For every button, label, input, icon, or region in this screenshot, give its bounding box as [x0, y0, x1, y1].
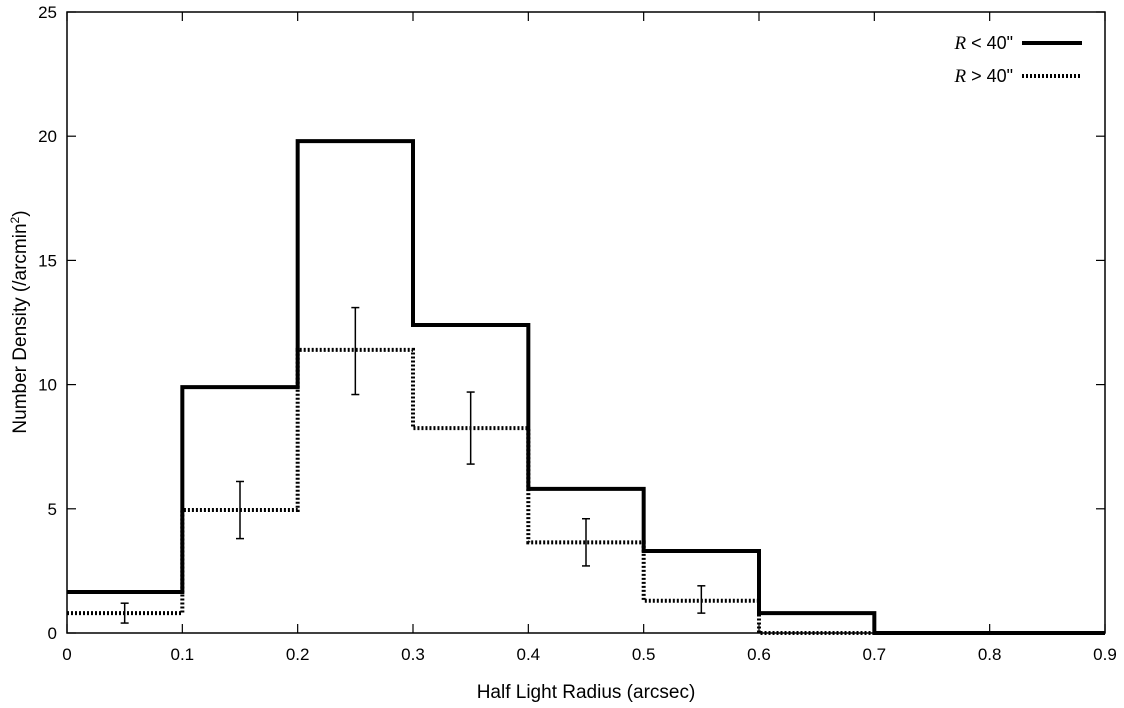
x-tick-label: 0.4	[517, 645, 541, 664]
x-tick-label: 0.1	[171, 645, 195, 664]
error-bar-2	[351, 306, 360, 396]
y-tick-labels: 0 5 10 15 20 25	[38, 3, 57, 643]
x-tick-label: 0.3	[401, 645, 425, 664]
x-tick-label: 0.8	[978, 645, 1002, 664]
x-axis-label: Half Light Radius (arcsec)	[477, 682, 696, 703]
y-tick-label: 20	[38, 127, 57, 146]
legend-entry-outer-rest: > 40"	[966, 66, 1013, 86]
x-tick-label: 0.9	[1093, 645, 1117, 664]
y-tick-label: 15	[38, 251, 57, 270]
y-tick-label: 5	[48, 500, 57, 519]
error-bar-1	[236, 480, 244, 540]
x-tick-label: 0.7	[863, 645, 887, 664]
y-tick-label: 25	[38, 3, 57, 22]
error-bars	[120, 306, 706, 624]
x-tick-label: 0.6	[747, 645, 771, 664]
legend: R < 40" R > 40"	[953, 33, 1082, 87]
y-axis-label-close: )	[10, 210, 31, 216]
error-bar-3	[466, 391, 475, 465]
error-bar-4	[582, 517, 590, 567]
x-tick-label: 0	[62, 645, 71, 664]
y-axis-label: Number Density (/arcmin2)	[8, 210, 31, 433]
error-bar-0	[120, 602, 129, 624]
x-tick-label: 0.5	[632, 645, 656, 664]
y-tick-label: 0	[48, 624, 57, 643]
legend-entry-inner-rest: < 40"	[966, 33, 1013, 53]
y-tick-label: 10	[38, 376, 57, 395]
legend-entry-outer-label: R > 40"	[953, 66, 1013, 87]
y-axis-label-main: Number Density (/arcmin	[10, 223, 31, 433]
legend-entry-inner-label: R < 40"	[953, 33, 1013, 54]
x-tick-label: 0.2	[286, 645, 310, 664]
x-tick-labels: 0 0.1 0.2 0.3 0.4 0.5 0.6 0.7 0.8 0.9	[62, 645, 1117, 664]
error-bar-5	[697, 585, 706, 614]
series-line-outer	[67, 347, 1105, 635]
series-line-inner	[67, 139, 1105, 635]
legend-entry-inner-var: R	[953, 33, 966, 54]
legend-entry-outer-var: R	[953, 66, 966, 87]
y-axis-label-sup: 2	[8, 216, 22, 223]
plot-frame	[66, 11, 1106, 634]
